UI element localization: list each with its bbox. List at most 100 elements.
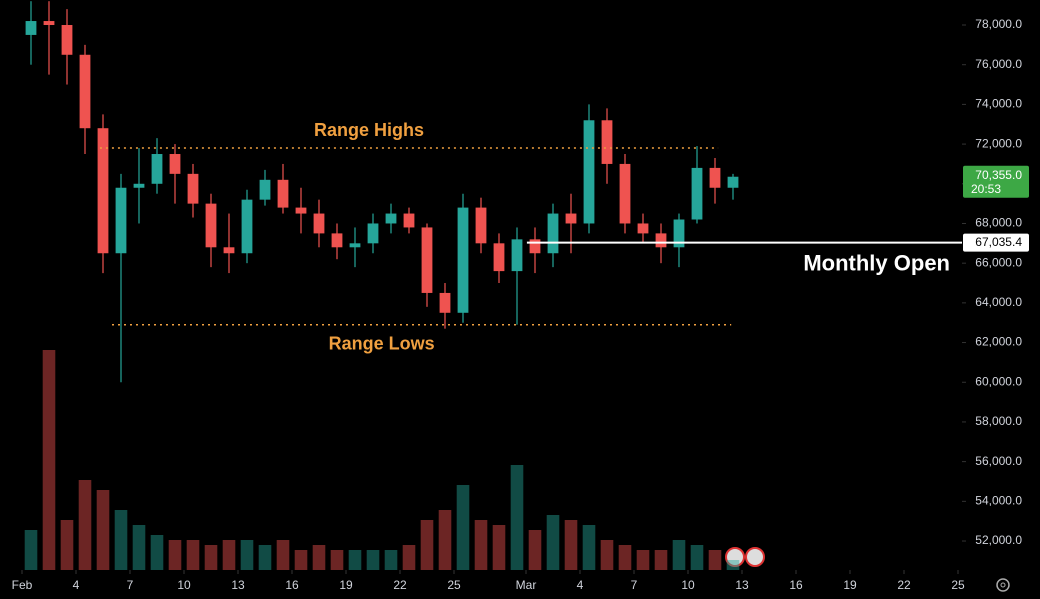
candle-body (133, 183, 145, 188)
x-tick-label: 22 (897, 578, 911, 592)
candle-body (709, 167, 721, 188)
y-tick-label: 68,000.0 (975, 216, 1022, 230)
volume-bar (672, 540, 686, 570)
x-tick-label: 10 (177, 578, 191, 592)
volume-bar (240, 540, 254, 570)
volume-bar (96, 490, 110, 570)
volume-bar (654, 550, 668, 570)
volume-bar (42, 350, 56, 570)
x-tick-label: 22 (393, 578, 407, 592)
x-tick-label: 19 (843, 578, 857, 592)
gear-center[interactable] (1000, 582, 1006, 588)
x-tick-label: 25 (951, 578, 965, 592)
volume-bar (276, 540, 290, 570)
volume-bar (78, 480, 92, 570)
volume-bar (636, 550, 650, 570)
candle-body (367, 223, 379, 244)
x-tick-label: 10 (681, 578, 695, 592)
candle-body (493, 243, 505, 272)
volume-bar (546, 515, 560, 570)
candle-body (655, 233, 667, 248)
volume-bar (708, 550, 722, 570)
y-tick-label: 64,000.0 (975, 295, 1022, 309)
candle-body (727, 176, 739, 188)
level-label: Range Highs (314, 120, 424, 140)
volume-bar (204, 545, 218, 570)
volume-bar (420, 520, 434, 570)
candle-body (439, 292, 451, 313)
candle-body (403, 213, 415, 228)
candle-body (151, 154, 163, 184)
candle-body (313, 213, 325, 234)
x-tick-label: Mar (516, 578, 537, 592)
volume-bar (168, 540, 182, 570)
candle-body (583, 120, 595, 224)
volume-bar (438, 510, 452, 570)
candle-body (115, 187, 127, 254)
x-tick-label: 7 (631, 578, 638, 592)
candle-body (511, 239, 523, 272)
settings-icon[interactable] (996, 578, 1010, 592)
x-tick-label: 4 (577, 578, 584, 592)
candle-body (169, 154, 181, 174)
volume-bar (312, 545, 326, 570)
x-tick-label: 19 (339, 578, 353, 592)
volume-bar (366, 550, 380, 570)
candle-body (421, 227, 433, 293)
candle-body (241, 199, 253, 254)
candle-body (79, 54, 91, 129)
candle-body (385, 213, 397, 224)
volume-bar (384, 550, 398, 570)
candle-body (61, 25, 73, 55)
candle-body (295, 207, 307, 214)
candle-body (457, 207, 469, 313)
event-flags[interactable] (725, 547, 765, 567)
candle-body (691, 167, 703, 220)
y-tick-label: 76,000.0 (975, 57, 1022, 71)
y-tick-label: 56,000.0 (975, 454, 1022, 468)
candle-body (349, 243, 361, 248)
volume-bar (474, 520, 488, 570)
candle-body (223, 247, 235, 254)
y-tick-label: 66,000.0 (975, 255, 1022, 269)
flag-icon[interactable] (745, 547, 765, 567)
volume-bar (456, 485, 470, 570)
volume-bar (132, 525, 146, 570)
volume-bar (600, 540, 614, 570)
flag-icon[interactable] (725, 547, 745, 567)
x-tick-label: 7 (127, 578, 134, 592)
monthly-open-tag (963, 233, 1029, 252)
candle-body (547, 213, 559, 254)
volume-bar (510, 465, 524, 570)
plot: Range Highs Range Lows Monthly Open 52,000.… (12, 1, 1029, 592)
monthly-open-price: 67,035.4 (975, 235, 1022, 249)
candle-body (637, 223, 649, 234)
volume-bar (690, 545, 704, 570)
candle-body (673, 219, 685, 248)
volume-bar (222, 540, 236, 570)
last-price-label: 70,355.0 (975, 168, 1022, 182)
candle-body (475, 207, 487, 244)
candle-body (529, 239, 541, 254)
candle-body (277, 179, 289, 208)
y-tick-label: 78,000.0 (975, 17, 1022, 31)
y-tick-label: 72,000.0 (975, 136, 1022, 150)
x-tick-label: 25 (447, 578, 461, 592)
volume-bar (582, 525, 596, 570)
gear[interactable] (996, 578, 1010, 592)
volume-bar (726, 560, 740, 570)
volume-bar (150, 535, 164, 570)
y-tick-label: 52,000.0 (975, 533, 1022, 547)
x-tick-label: 4 (73, 578, 80, 592)
candle-body (97, 128, 109, 254)
volume-bar (24, 530, 38, 570)
volume-bar (528, 530, 542, 570)
candle-body (187, 173, 199, 204)
volume-bar (114, 510, 128, 570)
volume-bar (402, 545, 416, 570)
level-label: Range Lows (329, 333, 435, 353)
volume-bar (618, 545, 632, 570)
volume-bar (258, 545, 272, 570)
monthly-open-text: Monthly Open (803, 250, 950, 275)
